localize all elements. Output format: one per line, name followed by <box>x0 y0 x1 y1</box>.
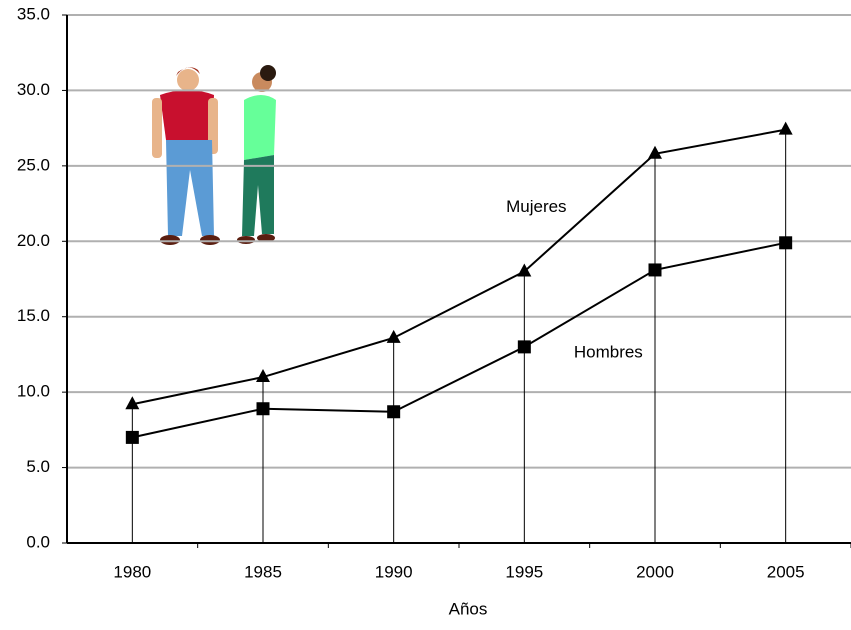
series-line <box>132 243 785 438</box>
marker <box>779 122 793 135</box>
x-tick-label: 1985 <box>244 562 282 581</box>
marker <box>517 263 531 276</box>
x-tick-label: 1990 <box>375 562 413 581</box>
y-tick-label: 30.0 <box>17 80 50 99</box>
x-tick-label: 1980 <box>113 562 151 581</box>
marker <box>649 263 662 276</box>
clipart-people <box>152 65 276 245</box>
y-tick-label: 5.0 <box>26 457 50 476</box>
x-tick-label: 1995 <box>505 562 543 581</box>
series-line <box>132 130 785 405</box>
series-label: Hombres <box>574 342 643 361</box>
marker <box>779 236 792 249</box>
marker <box>518 340 531 353</box>
x-axis-label: Años <box>449 599 488 618</box>
y-tick-label: 10.0 <box>17 382 50 401</box>
y-tick-label: 0.0 <box>26 532 50 551</box>
chart: Años 0.0 5.0 10.0 15.0 20.0 25.0 30.0 35.0 1980 1… <box>0 0 851 625</box>
marker <box>126 431 139 444</box>
y-tick-label: 20.0 <box>17 231 50 250</box>
series-label: Mujeres <box>506 197 566 216</box>
y-tick-label: 25.0 <box>17 155 50 174</box>
y-tick-label: 35.0 <box>17 4 50 23</box>
y-tick-label: 15.0 <box>17 306 50 325</box>
marker <box>387 405 400 418</box>
x-tick-label: 2005 <box>767 562 805 581</box>
marker <box>257 402 270 415</box>
x-tick-label: 2000 <box>636 562 674 581</box>
